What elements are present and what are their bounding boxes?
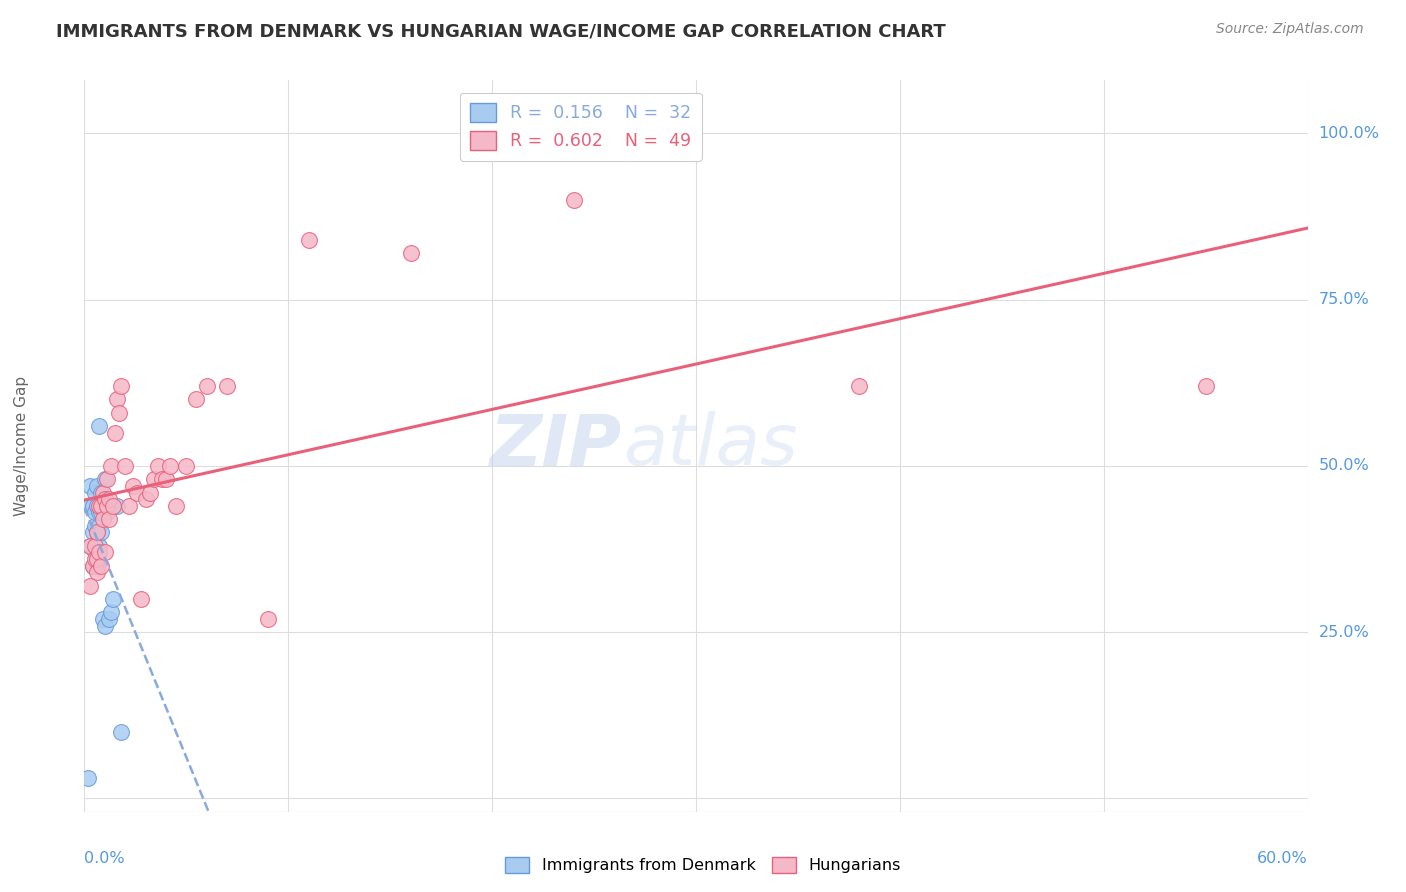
Text: atlas: atlas [623, 411, 797, 481]
Point [83, 552, 105, 566]
Point [217, 379, 239, 393]
Text: 60.0%: 60.0% [1257, 851, 1308, 865]
Point [135, 492, 157, 507]
Point [96, 472, 118, 486]
Point [86, 566, 108, 580]
Point [104, 425, 127, 440]
Point [86, 558, 108, 573]
Point [150, 472, 173, 486]
Point [91, 499, 114, 513]
Point [100, 605, 122, 619]
Point [97, 512, 120, 526]
Point [82, 525, 104, 540]
Point [399, 246, 422, 260]
Point [131, 591, 153, 606]
Point [298, 233, 321, 247]
Point [96, 506, 118, 520]
Point [110, 379, 132, 393]
Point [87, 518, 110, 533]
Text: 100.0%: 100.0% [1319, 126, 1379, 141]
Point [142, 472, 165, 486]
Point [1195, 379, 1218, 393]
Text: 25.0%: 25.0% [1319, 624, 1369, 640]
Point [79, 479, 101, 493]
Point [186, 392, 208, 407]
Point [87, 419, 110, 434]
Point [562, 193, 585, 207]
Point [82, 499, 104, 513]
Point [108, 406, 131, 420]
Point [87, 539, 110, 553]
Point [83, 506, 105, 520]
Point [90, 525, 112, 540]
Point [93, 492, 115, 507]
Point [86, 552, 108, 566]
Point [91, 612, 114, 626]
Point [86, 499, 108, 513]
Point [93, 472, 115, 486]
Point [83, 545, 105, 559]
Point [93, 618, 115, 632]
Point [79, 499, 101, 513]
Point [87, 545, 110, 559]
Point [165, 499, 187, 513]
Point [97, 492, 120, 507]
Point [90, 499, 112, 513]
Point [90, 558, 112, 573]
Point [87, 506, 110, 520]
Point [77, 772, 100, 786]
Point [97, 612, 120, 626]
Text: Source: ZipAtlas.com: Source: ZipAtlas.com [1216, 22, 1364, 37]
Point [101, 591, 124, 606]
Point [91, 485, 114, 500]
Point [79, 579, 101, 593]
Point [146, 458, 169, 473]
Point [82, 558, 104, 573]
Point [83, 518, 105, 533]
Text: 0.0%: 0.0% [84, 851, 125, 865]
Point [159, 458, 181, 473]
Point [93, 545, 115, 559]
Point [96, 499, 118, 513]
Point [86, 525, 108, 540]
Point [105, 499, 128, 513]
Text: 75.0%: 75.0% [1319, 293, 1369, 307]
Point [110, 725, 132, 739]
Point [87, 499, 110, 513]
Point [101, 499, 124, 513]
Point [90, 485, 112, 500]
Point [82, 558, 104, 573]
Text: ZIP: ZIP [491, 411, 623, 481]
Point [86, 525, 108, 540]
Point [86, 479, 108, 493]
Point [257, 612, 280, 626]
Point [848, 379, 870, 393]
Point [122, 479, 145, 493]
Text: IMMIGRANTS FROM DENMARK VS HUNGARIAN WAGE/INCOME GAP CORRELATION CHART: IMMIGRANTS FROM DENMARK VS HUNGARIAN WAG… [56, 22, 946, 40]
Point [79, 539, 101, 553]
Point [195, 379, 218, 393]
Legend: R =  0.156    N =  32, R =  0.602    N =  49: R = 0.156 N = 32, R = 0.602 N = 49 [460, 93, 702, 161]
Legend: Immigrants from Denmark, Hungarians: Immigrants from Denmark, Hungarians [499, 850, 907, 880]
Point [91, 512, 114, 526]
Point [118, 499, 141, 513]
Point [83, 485, 105, 500]
Point [155, 472, 177, 486]
Point [127, 485, 149, 500]
Text: Wage/Income Gap: Wage/Income Gap [14, 376, 30, 516]
Point [79, 539, 101, 553]
Text: 50.0%: 50.0% [1319, 458, 1369, 474]
Point [114, 458, 136, 473]
Point [105, 392, 128, 407]
Point [174, 458, 197, 473]
Point [100, 458, 122, 473]
Point [138, 485, 160, 500]
Point [90, 506, 112, 520]
Point [83, 539, 105, 553]
